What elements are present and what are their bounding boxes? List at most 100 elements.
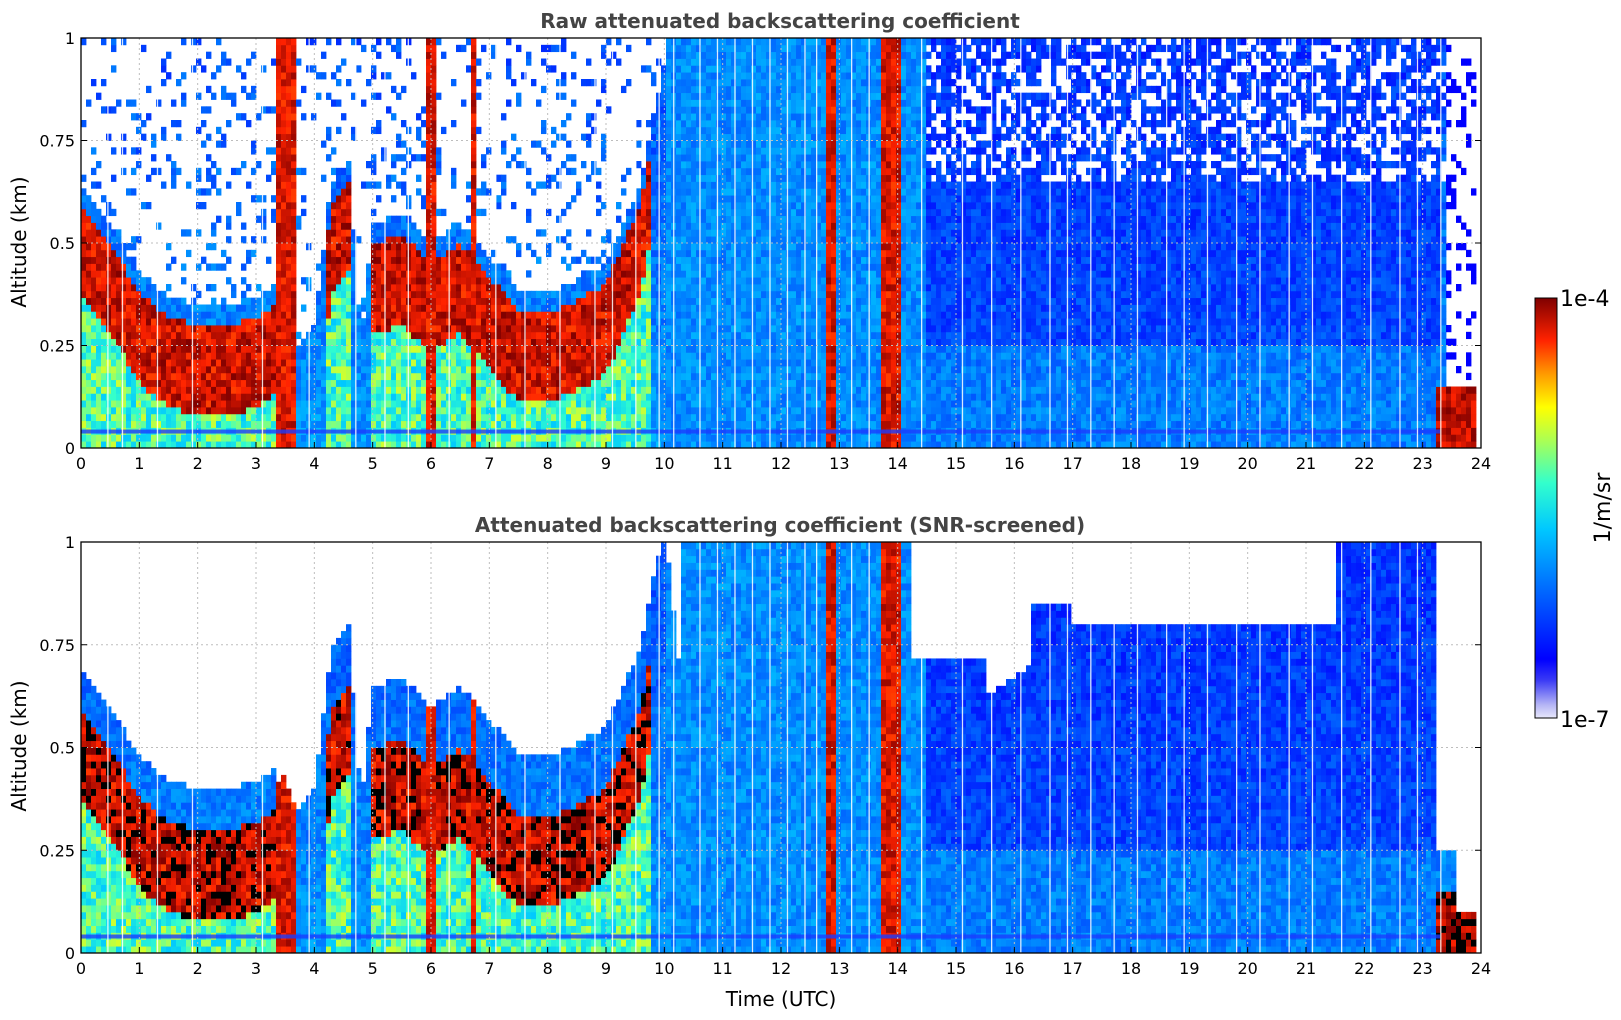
heatmap-cell (666, 270, 672, 278)
heatmap-cell (606, 236, 612, 244)
heatmap-cell (641, 256, 647, 264)
heatmap-cell (436, 147, 442, 155)
heatmap-cell (431, 352, 437, 360)
heatmap-cell (711, 181, 717, 189)
heatmap-cell (571, 284, 577, 292)
heatmap-cell (366, 386, 372, 394)
heatmap-cell (431, 236, 437, 244)
heatmap-cell (266, 420, 272, 428)
heatmap-cell (276, 154, 282, 162)
heatmap-cell (126, 325, 132, 333)
heatmap-cell (286, 140, 292, 148)
heatmap-cell (691, 44, 697, 53)
heatmap-cell (586, 290, 592, 299)
heatmap-cell (256, 331, 262, 340)
heatmap-cell (716, 44, 722, 53)
heatmap-cell (711, 263, 717, 271)
heatmap-cell (711, 290, 717, 299)
heatmap-cell (111, 413, 117, 422)
heatmap-cell (106, 420, 112, 428)
heatmap-cell (716, 126, 722, 135)
heatmap-cell (431, 311, 437, 319)
heatmap-cell (141, 120, 147, 128)
heatmap-cell (726, 120, 732, 128)
heatmap-cell (86, 236, 92, 244)
heatmap-cell (676, 284, 682, 292)
heatmap-cell (351, 379, 357, 387)
heatmap-cell (196, 188, 202, 196)
heatmap-cell (596, 400, 602, 408)
heatmap-cell (156, 386, 162, 394)
heatmap-cell (266, 379, 272, 387)
heatmap-cell (426, 366, 432, 374)
heatmap-cell (156, 359, 162, 367)
heatmap-cell (291, 229, 297, 237)
heatmap-cell (716, 304, 722, 312)
heatmap-cell (551, 338, 557, 346)
heatmap-cell (271, 161, 277, 169)
heatmap-cell (576, 393, 582, 401)
heatmap-cell (711, 379, 717, 387)
heatmap-cell (651, 215, 657, 223)
heatmap-cell (736, 434, 742, 442)
heatmap-cell (326, 263, 332, 271)
heatmap-cell (151, 359, 157, 367)
heatmap-cell (596, 277, 602, 285)
heatmap-cell (391, 290, 397, 299)
heatmap-cell (386, 181, 392, 189)
heatmap-cell (636, 140, 642, 148)
heatmap-cell (581, 386, 587, 394)
heatmap-cell (456, 407, 462, 415)
heatmap-cell (541, 352, 547, 360)
heatmap-cell (106, 379, 112, 387)
heatmap-cell (701, 379, 707, 387)
heatmap-cell (361, 366, 367, 374)
heatmap-cell (526, 304, 532, 312)
heatmap-cell (566, 359, 572, 367)
heatmap-cell (706, 243, 712, 251)
heatmap-cell (91, 338, 97, 346)
heatmap-cell (661, 236, 667, 244)
heatmap-cell (261, 304, 267, 312)
heatmap-cell (621, 243, 627, 251)
heatmap-cell (676, 386, 682, 394)
heatmap-cell (351, 400, 357, 408)
heatmap-cell (236, 352, 242, 360)
heatmap-cell (146, 352, 152, 360)
heatmap-cell (216, 65, 222, 73)
heatmap-cell (351, 277, 357, 285)
heatmap-cell (616, 236, 622, 244)
heatmap-cell (726, 331, 732, 340)
heatmap-cell (151, 420, 157, 428)
heatmap-cell (591, 331, 597, 340)
heatmap-cell (176, 434, 182, 442)
heatmap-cell (356, 379, 362, 387)
heatmap-cell (466, 352, 472, 360)
heatmap-cell (431, 113, 437, 121)
heatmap-cell (681, 338, 687, 346)
heatmap-cell (681, 372, 687, 381)
heatmap-cell (686, 38, 692, 46)
heatmap-cell (731, 352, 737, 360)
heatmap-cell (561, 434, 567, 442)
heatmap-cell (541, 126, 547, 135)
heatmap-cell (681, 72, 687, 80)
heatmap-cell (526, 393, 532, 401)
heatmap-cell (441, 297, 447, 305)
heatmap-cell (476, 318, 482, 326)
heatmap-cell (281, 325, 287, 333)
heatmap-cell (376, 181, 382, 189)
heatmap-cell (276, 229, 282, 237)
heatmap-cell (286, 249, 292, 258)
heatmap-cell (86, 345, 92, 353)
heatmap-cell (611, 420, 617, 428)
heatmap-cell (346, 366, 352, 374)
heatmap-cell (736, 236, 742, 244)
heatmap-cell (171, 366, 177, 374)
heatmap-cell (81, 120, 87, 128)
heatmap-cell (461, 99, 467, 107)
heatmap-cell (666, 126, 672, 135)
heatmap-cell (576, 434, 582, 442)
heatmap-cell (426, 85, 432, 94)
heatmap-cell (666, 393, 672, 401)
